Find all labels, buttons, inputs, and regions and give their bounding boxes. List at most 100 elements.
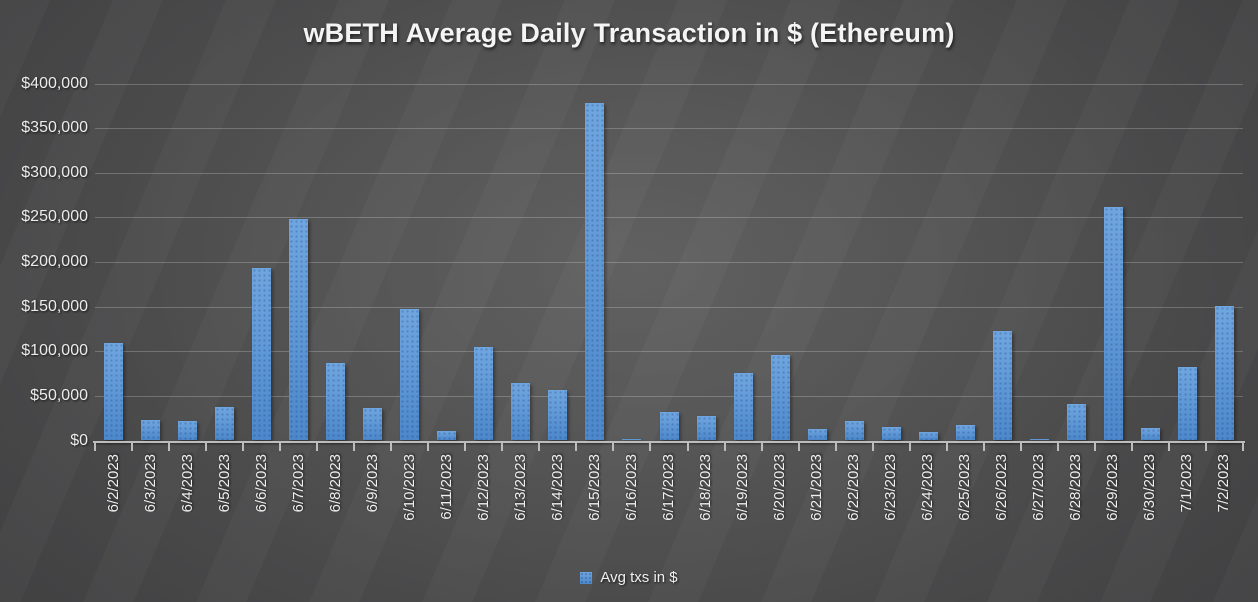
x-axis-tick bbox=[797, 442, 800, 451]
x-axis-label: 6/13/2023 bbox=[511, 453, 529, 521]
bar-6/26/2023[interactable] bbox=[992, 330, 1012, 441]
bar-7/1/2023[interactable] bbox=[1177, 367, 1197, 441]
bar-6/11/2023[interactable] bbox=[437, 430, 457, 441]
x-axis-label: 6/19/2023 bbox=[734, 453, 752, 521]
bar-6/4/2023[interactable] bbox=[178, 420, 198, 441]
bar-6/15/2023[interactable] bbox=[585, 103, 605, 441]
x-axis-label: 6/15/2023 bbox=[585, 453, 603, 521]
x-axis-tick bbox=[242, 442, 245, 451]
x-axis-label: 6/26/2023 bbox=[993, 453, 1011, 521]
x-axis-tick bbox=[316, 442, 319, 451]
bar-6/10/2023[interactable] bbox=[400, 309, 420, 441]
y-axis-tick-label: $350,000 bbox=[21, 119, 88, 137]
x-axis-tick bbox=[131, 442, 134, 451]
y-axis-tick-label: $250,000 bbox=[21, 208, 88, 226]
x-axis-label: 6/18/2023 bbox=[697, 453, 715, 521]
x-axis-label: 6/12/2023 bbox=[474, 453, 492, 521]
y-axis-tick-label: $200,000 bbox=[21, 253, 88, 270]
x-axis-label: 6/5/2023 bbox=[215, 453, 233, 512]
bar-6/8/2023[interactable] bbox=[326, 362, 346, 441]
bar-6/12/2023[interactable] bbox=[474, 346, 494, 441]
x-axis-tick bbox=[1019, 442, 1022, 451]
bar-6/30/2023[interactable] bbox=[1140, 427, 1160, 441]
x-axis-tick bbox=[464, 442, 467, 451]
legend-swatch-icon bbox=[580, 571, 593, 584]
x-axis-label: 6/28/2023 bbox=[1067, 453, 1085, 521]
x-axis-label: 6/11/2023 bbox=[437, 453, 455, 520]
x-axis-tick bbox=[538, 442, 541, 451]
x-axis-tick bbox=[908, 442, 911, 451]
x-axis-tick bbox=[279, 442, 282, 451]
bar-6/2/2023[interactable] bbox=[104, 343, 124, 441]
x-axis-tick bbox=[501, 442, 504, 451]
y-axis-tick-label: $0 bbox=[70, 431, 88, 449]
bar-6/27/2023[interactable] bbox=[1029, 438, 1049, 441]
y-axis-tick-label: $100,000 bbox=[21, 342, 88, 360]
bar-6/17/2023[interactable] bbox=[659, 411, 679, 441]
bar-6/14/2023[interactable] bbox=[548, 389, 568, 441]
x-axis-label: 6/8/2023 bbox=[326, 453, 344, 512]
x-axis-tick bbox=[1093, 442, 1096, 451]
x-axis-tick bbox=[1242, 442, 1244, 451]
x-axis-tick bbox=[1056, 442, 1059, 451]
gridline-200000 bbox=[95, 262, 1243, 263]
x-axis-label: 7/2/2023 bbox=[1215, 453, 1233, 512]
gridline-150000 bbox=[95, 306, 1243, 308]
x-axis-label: 6/4/2023 bbox=[178, 453, 196, 512]
y-axis-tick-label: $150,000 bbox=[21, 297, 88, 315]
bar-6/3/2023[interactable] bbox=[141, 419, 161, 441]
bar-6/16/2023[interactable] bbox=[622, 439, 642, 441]
x-axis-tick bbox=[871, 442, 874, 451]
x-axis-tick bbox=[982, 442, 985, 451]
x-axis-label: 6/6/2023 bbox=[252, 453, 270, 512]
bar-6/24/2023[interactable] bbox=[918, 432, 938, 441]
x-axis-tick bbox=[649, 442, 652, 451]
bar-7/2/2023[interactable] bbox=[1214, 305, 1234, 441]
gridline-250000 bbox=[95, 217, 1243, 219]
bar-6/18/2023[interactable] bbox=[696, 415, 716, 441]
legend[interactable]: Avg txs in $ bbox=[0, 569, 1258, 586]
x-axis-label: 6/24/2023 bbox=[919, 453, 937, 521]
x-axis-tick bbox=[205, 442, 208, 451]
gridline-350000 bbox=[95, 128, 1243, 130]
gridline-50000 bbox=[95, 395, 1243, 397]
x-axis-tick bbox=[723, 442, 726, 451]
x-axis-label: 6/25/2023 bbox=[956, 453, 974, 521]
x-axis-label: 6/14/2023 bbox=[548, 453, 566, 521]
x-axis-tick bbox=[945, 442, 948, 451]
bar-6/25/2023[interactable] bbox=[955, 425, 975, 441]
x-axis-tick bbox=[353, 442, 356, 451]
bar-6/7/2023[interactable] bbox=[289, 219, 309, 441]
x-axis-tick bbox=[427, 442, 430, 451]
bar-6/5/2023[interactable] bbox=[215, 407, 235, 441]
x-axis-label: 6/2/2023 bbox=[104, 453, 122, 512]
x-axis-label: 6/23/2023 bbox=[882, 453, 900, 521]
gridline-400000 bbox=[95, 83, 1243, 85]
bar-6/23/2023[interactable] bbox=[881, 427, 901, 441]
bar-6/28/2023[interactable] bbox=[1066, 403, 1086, 441]
x-axis-label: 6/22/2023 bbox=[845, 453, 863, 521]
x-axis-label: 6/17/2023 bbox=[660, 453, 677, 521]
x-axis-tick bbox=[575, 442, 578, 451]
x-axis-tick bbox=[612, 442, 615, 451]
x-axis-tick bbox=[1204, 442, 1207, 451]
bar-6/20/2023[interactable] bbox=[770, 354, 790, 441]
x-axis-label: 6/16/2023 bbox=[622, 453, 640, 521]
gridline-300000 bbox=[95, 172, 1243, 174]
bar-6/19/2023[interactable] bbox=[733, 372, 753, 441]
x-axis-tick bbox=[760, 442, 763, 451]
x-axis-tick bbox=[834, 442, 837, 451]
bar-6/13/2023[interactable] bbox=[511, 383, 531, 441]
bar-6/21/2023[interactable] bbox=[807, 428, 827, 441]
y-axis-tick-label: $50,000 bbox=[30, 386, 88, 404]
y-axis-tick-label: $300,000 bbox=[21, 163, 88, 181]
bar-6/9/2023[interactable] bbox=[363, 408, 383, 441]
bar-6/29/2023[interactable] bbox=[1103, 206, 1123, 441]
bar-6/22/2023[interactable] bbox=[844, 420, 864, 441]
x-axis-label: 6/7/2023 bbox=[289, 453, 307, 512]
bar-6/6/2023[interactable] bbox=[252, 268, 272, 441]
x-axis-label: 7/1/2023 bbox=[1178, 453, 1196, 512]
x-axis-label: 6/30/2023 bbox=[1141, 453, 1159, 521]
